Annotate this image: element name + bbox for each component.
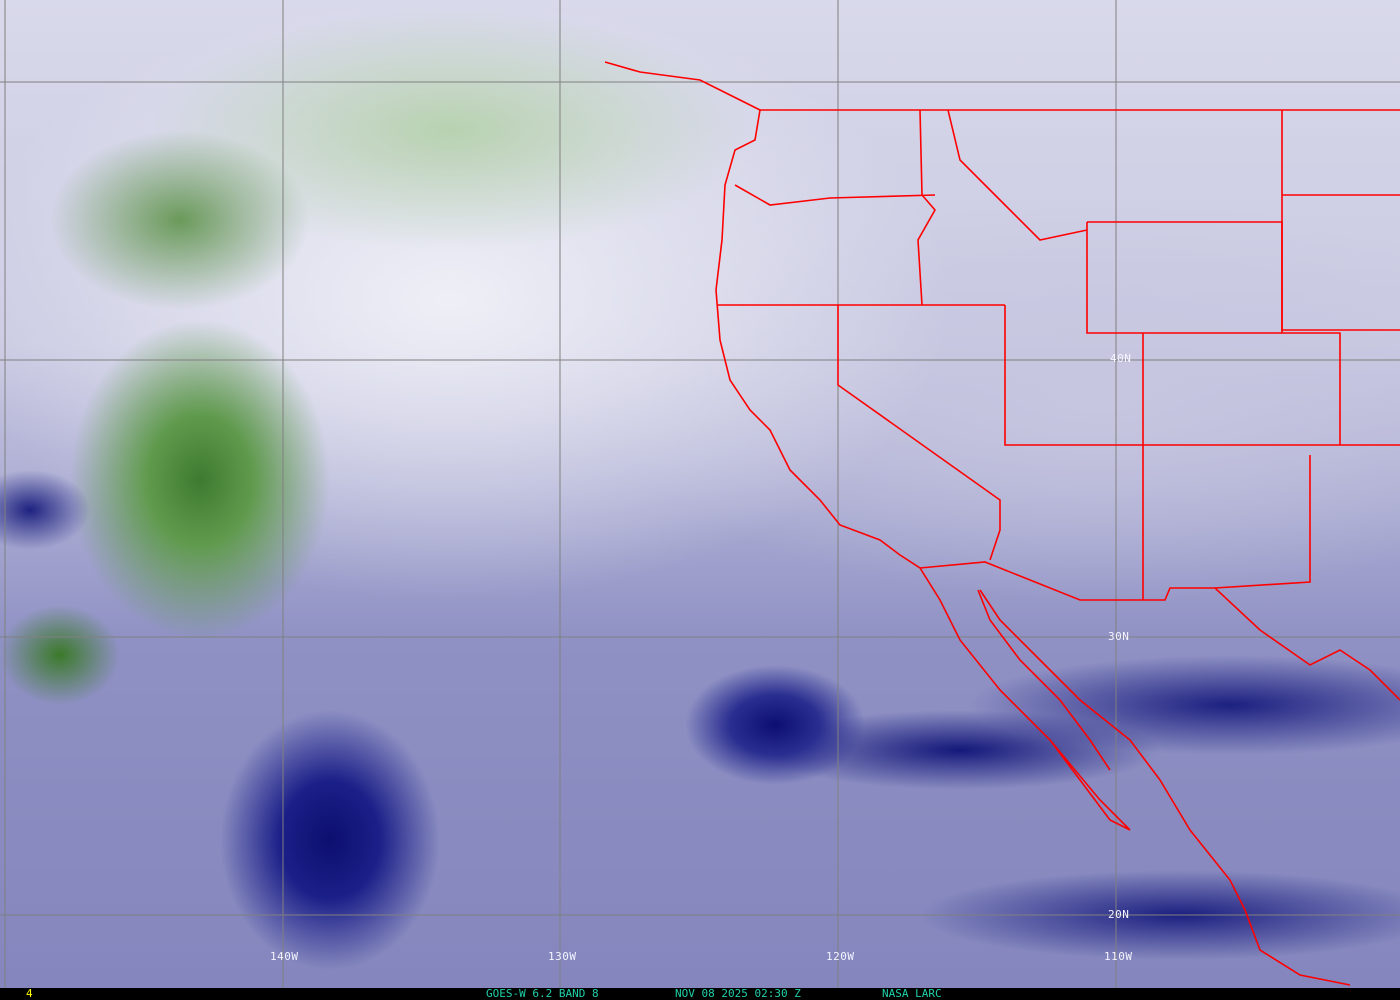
wa-or-border	[734, 184, 936, 206]
idaho-montana-border	[947, 109, 1088, 241]
lat-label-30n: 30N	[1108, 630, 1130, 643]
product-label: GOES-W 6.2 BAND 8	[486, 987, 599, 1000]
coastline	[604, 61, 1131, 831]
new-mexico-border	[1214, 455, 1311, 589]
utah-border	[1086, 222, 1341, 445]
lon-label-120w: 120W	[826, 950, 855, 963]
lon-label-140w: 140W	[270, 950, 299, 963]
lat-label-20n: 20N	[1108, 908, 1130, 921]
idaho-border	[917, 109, 936, 306]
political-borders	[604, 61, 1400, 986]
montana-east	[1281, 110, 1400, 331]
timestamp: NOV 08 2025 02:30 Z	[675, 987, 801, 1000]
source-label: NASA LARC	[882, 987, 942, 1000]
mainland-mexico-coast	[979, 589, 1351, 986]
lon-label-130w: 130W	[548, 950, 577, 963]
status-bar: 4 GOES-W 6.2 BAND 8 NOV 08 2025 02:30 Z …	[0, 988, 1400, 1000]
frame-number: 4	[26, 987, 33, 1000]
lon-label-110w: 110W	[1104, 950, 1133, 963]
baja-gulf-coast	[977, 589, 1111, 771]
nevada-utah-border	[1004, 305, 1400, 446]
lat-label-40n: 40N	[1110, 352, 1132, 365]
ca-nv-border	[837, 305, 1001, 561]
